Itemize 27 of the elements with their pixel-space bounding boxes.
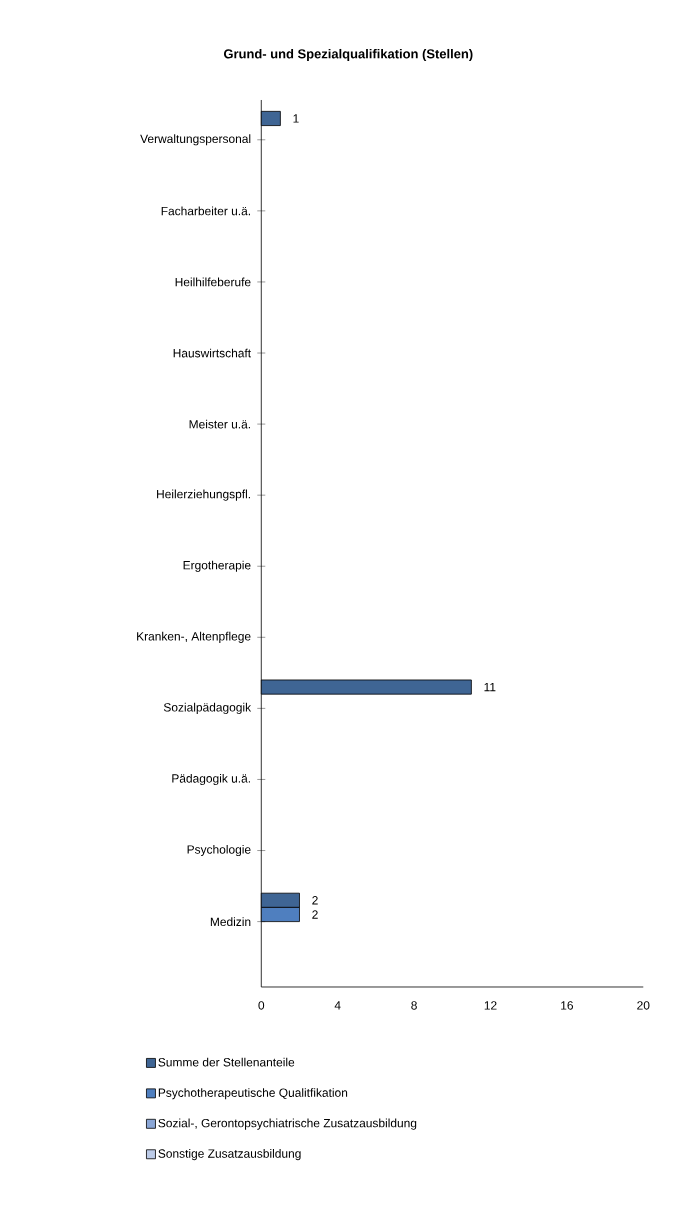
legend-label: Psychotherapeutische Qualitfikation [158,1088,347,1100]
y-tick-label: Ergotherapie [183,560,251,572]
y-tick-label: Verwaltungspersonal [140,134,251,146]
legend-label: Sonstige Zusatzausbildung [158,1149,301,1161]
data-label: 2 [312,896,318,905]
x-tick-label: 16 [561,1001,573,1010]
x-tick-label: 4 [334,1001,341,1010]
x-tick-label: 20 [637,1001,650,1010]
x-tick-label: 8 [411,1001,417,1010]
data-label: 11 [484,682,496,692]
y-tick-label: Meister u.ä. [189,419,250,429]
y-tick-label: Facharbeiter u.ä. [161,206,250,216]
y-tick-label: Psychologie [187,844,251,857]
y-tick-label: Hauswirtschaft [173,348,251,358]
data-label: 2 [312,910,318,919]
y-tick-label: Sozialpädagogik [163,702,251,714]
legend-label: Sozial-, Gerontopsychiatrische Zusatzausbildung [158,1118,417,1130]
x-tick-label: 12 [484,1001,497,1010]
y-tick-label: Kranken-, Altenpflege [136,631,251,643]
y-tick-label: Heilhilfeberufe [175,277,251,287]
y-tick-label: Pädagogik u.ä. [172,773,250,786]
x-tick-label: 0 [258,1001,265,1010]
chart-title: Grund- und Spezialqualifikation (Stellen) [223,48,473,62]
y-tick-label: Heilerziehungspfl. [156,489,250,501]
y-tick-label: Medizin [210,917,251,926]
data-label: 1 [293,114,299,123]
legend-label: Summe der Stellenanteile [158,1057,295,1067]
